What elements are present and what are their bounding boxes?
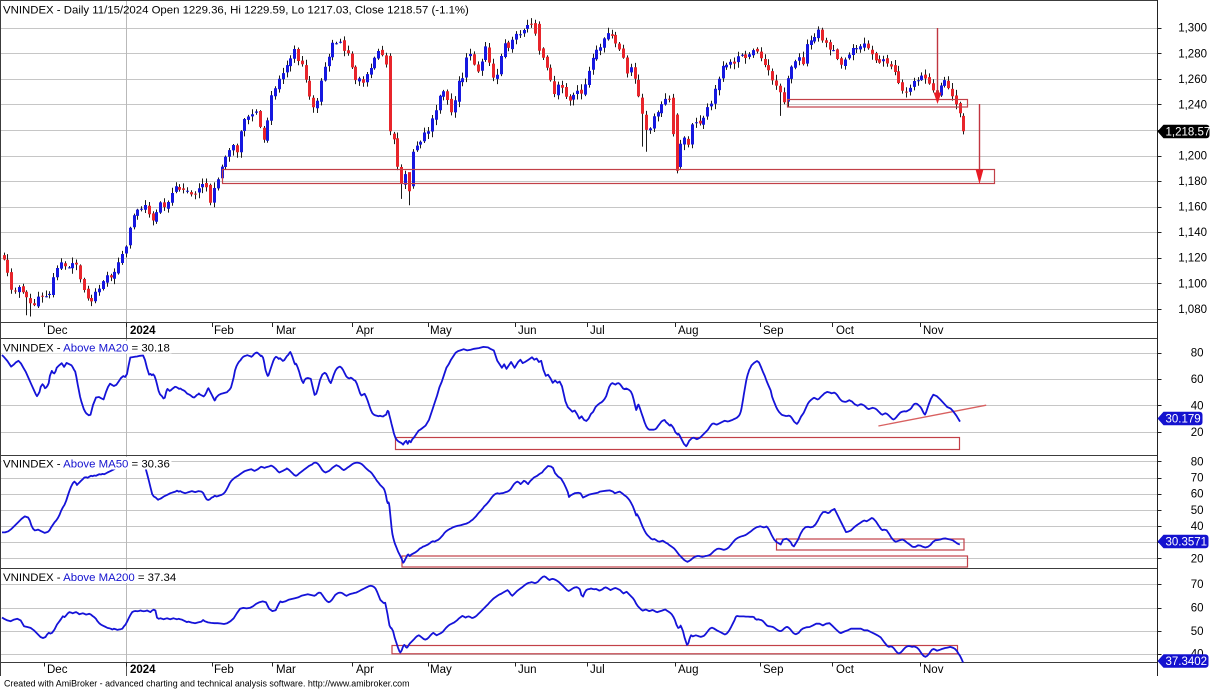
svg-text:80: 80 bbox=[1191, 456, 1204, 468]
svg-text:Sep: Sep bbox=[763, 664, 783, 676]
svg-text:Apr: Apr bbox=[356, 325, 374, 337]
svg-text:20: 20 bbox=[1191, 427, 1204, 439]
svg-text:60: 60 bbox=[1191, 374, 1204, 386]
svg-text:1,120: 1,120 bbox=[1178, 253, 1207, 265]
svg-text:May: May bbox=[430, 325, 452, 337]
svg-text:VNINDEX - Above MA200 = 37.34: VNINDEX - Above MA200 = 37.34 bbox=[3, 572, 176, 584]
svg-text:Sep: Sep bbox=[763, 325, 783, 337]
svg-text:70: 70 bbox=[1191, 579, 1204, 591]
svg-text:Feb: Feb bbox=[214, 325, 234, 337]
svg-text:40: 40 bbox=[1191, 400, 1204, 412]
svg-text:Mar: Mar bbox=[276, 325, 296, 337]
svg-text:30.179: 30.179 bbox=[1166, 414, 1201, 426]
svg-text:1,160: 1,160 bbox=[1178, 202, 1207, 214]
svg-text:Jun: Jun bbox=[518, 325, 537, 337]
svg-text:2024: 2024 bbox=[130, 325, 156, 337]
svg-text:50: 50 bbox=[1191, 626, 1204, 638]
svg-text:Jul: Jul bbox=[590, 664, 605, 676]
svg-text:80: 80 bbox=[1191, 348, 1204, 360]
svg-text:Aug: Aug bbox=[678, 664, 698, 676]
svg-text:1,080: 1,080 bbox=[1178, 304, 1207, 316]
svg-text:1,240: 1,240 bbox=[1178, 99, 1207, 111]
svg-text:Created with AmiBroker - advan: Created with AmiBroker - advanced charti… bbox=[4, 679, 409, 689]
svg-text:20: 20 bbox=[1191, 553, 1204, 565]
svg-text:Oct: Oct bbox=[836, 664, 855, 676]
svg-text:Apr: Apr bbox=[356, 664, 374, 676]
svg-text:Jun: Jun bbox=[518, 664, 537, 676]
svg-text:1,140: 1,140 bbox=[1178, 227, 1207, 239]
svg-text:1,300: 1,300 bbox=[1178, 23, 1207, 35]
svg-text:May: May bbox=[430, 664, 452, 676]
svg-text:70: 70 bbox=[1191, 473, 1204, 485]
svg-text:Nov: Nov bbox=[923, 664, 944, 676]
svg-text:1,200: 1,200 bbox=[1178, 151, 1207, 163]
svg-text:Oct: Oct bbox=[836, 325, 855, 337]
svg-text:VNINDEX - Above MA50 = 30.36: VNINDEX - Above MA50 = 30.36 bbox=[3, 459, 170, 471]
svg-text:Mar: Mar bbox=[276, 664, 296, 676]
svg-text:1,280: 1,280 bbox=[1178, 48, 1207, 60]
svg-text:1,100: 1,100 bbox=[1178, 278, 1207, 290]
svg-text:Dec: Dec bbox=[47, 325, 68, 337]
svg-text:VNINDEX - Above MA20 = 30.18: VNINDEX - Above MA20 = 30.18 bbox=[3, 343, 170, 355]
svg-text:Jul: Jul bbox=[590, 325, 605, 337]
svg-text:37.3402: 37.3402 bbox=[1166, 656, 1208, 668]
svg-text:30.3571: 30.3571 bbox=[1166, 537, 1208, 549]
svg-text:1,180: 1,180 bbox=[1178, 176, 1207, 188]
svg-text:1,218.57: 1,218.57 bbox=[1166, 127, 1210, 139]
svg-text:Aug: Aug bbox=[678, 325, 698, 337]
svg-text:40: 40 bbox=[1191, 521, 1204, 533]
svg-text:Feb: Feb bbox=[214, 664, 234, 676]
svg-text:60: 60 bbox=[1191, 603, 1204, 615]
svg-text:Nov: Nov bbox=[923, 325, 944, 337]
svg-text:Dec: Dec bbox=[47, 664, 68, 676]
svg-text:50: 50 bbox=[1191, 505, 1204, 517]
svg-text:VNINDEX - Daily 11/15/2024 Ope: VNINDEX - Daily 11/15/2024 Open 1229.36,… bbox=[3, 5, 469, 17]
svg-text:1,260: 1,260 bbox=[1178, 74, 1207, 86]
svg-text:2024: 2024 bbox=[130, 664, 156, 676]
svg-text:60: 60 bbox=[1191, 489, 1204, 501]
